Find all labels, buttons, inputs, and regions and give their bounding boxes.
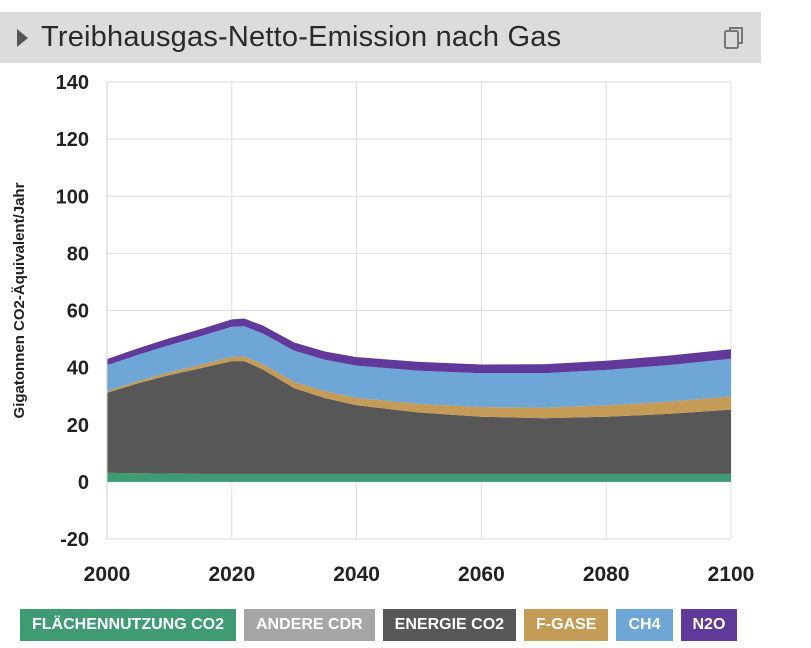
series-area-fl-chennutzung-co2 — [107, 472, 731, 482]
x-tick-label: 2100 — [708, 563, 755, 586]
y-tick-label: 80 — [67, 243, 89, 265]
legend-item-energie-co2[interactable]: ENERGIE CO2 — [382, 609, 517, 641]
legend-item-ch4[interactable]: CH4 — [616, 609, 673, 641]
y-tick-label: -20 — [60, 529, 89, 551]
x-tick-label: 2000 — [84, 563, 131, 586]
x-tick-label: 2060 — [458, 563, 505, 586]
x-tick-label: 2040 — [333, 563, 380, 586]
expand-caret-icon[interactable] — [17, 28, 28, 47]
series-area-energie-co2 — [107, 361, 731, 474]
y-tick-label: 120 — [56, 129, 89, 151]
y-axis-label: Gigatonnen CO2-Äquivalent/Jahr — [11, 182, 28, 418]
chart-header[interactable]: Treibhausgas-Netto-Emission nach Gas — [0, 12, 761, 63]
y-tick-label: 20 — [67, 415, 89, 437]
copy-icon[interactable] — [721, 25, 747, 51]
legend-item-f-gase[interactable]: F-GASE — [524, 609, 609, 641]
series-area-n2o — [107, 318, 731, 374]
y-tick-label: 140 — [56, 72, 89, 94]
x-tick-label: 2080 — [583, 563, 630, 586]
y-tick-label: 40 — [67, 358, 89, 380]
legend-item-andere-cdr[interactable]: ANDERE CDR — [244, 609, 375, 641]
legend-item-fl-chennutzung-co2[interactable]: FLÄCHENNUTZUNG CO2 — [20, 609, 236, 641]
y-tick-label: 60 — [67, 301, 89, 323]
y-tick-label: 0 — [78, 472, 89, 494]
series-area-f-gase — [107, 356, 731, 419]
legend-item-n2o[interactable]: N2O — [680, 609, 738, 641]
series-area-ch4 — [107, 326, 731, 408]
chart-title: Treibhausgas-Netto-Emission nach Gas — [41, 21, 562, 53]
y-tick-label: 100 — [56, 186, 89, 208]
chart-legend: FLÄCHENNUTZUNG CO2 ANDERE CDR ENERGIE CO2 F… — [20, 609, 738, 641]
x-tick-label: 2020 — [208, 563, 255, 586]
